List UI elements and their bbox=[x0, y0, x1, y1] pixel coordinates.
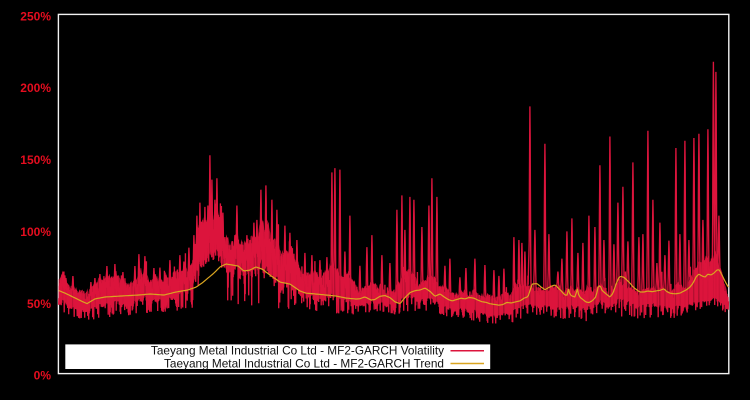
svg-text:250%: 250% bbox=[20, 9, 51, 23]
svg-text:Taeyang Metal Industrial Co Lt: Taeyang Metal Industrial Co Ltd - MF2-GA… bbox=[151, 344, 444, 358]
svg-text:100%: 100% bbox=[20, 225, 51, 239]
svg-text:Taeyang Metal Industrial Co Lt: Taeyang Metal Industrial Co Ltd - MF2-GA… bbox=[164, 356, 444, 370]
svg-text:150%: 150% bbox=[20, 153, 51, 167]
svg-text:200%: 200% bbox=[20, 81, 51, 95]
svg-text:0%: 0% bbox=[34, 369, 52, 383]
svg-text:50%: 50% bbox=[27, 297, 51, 311]
